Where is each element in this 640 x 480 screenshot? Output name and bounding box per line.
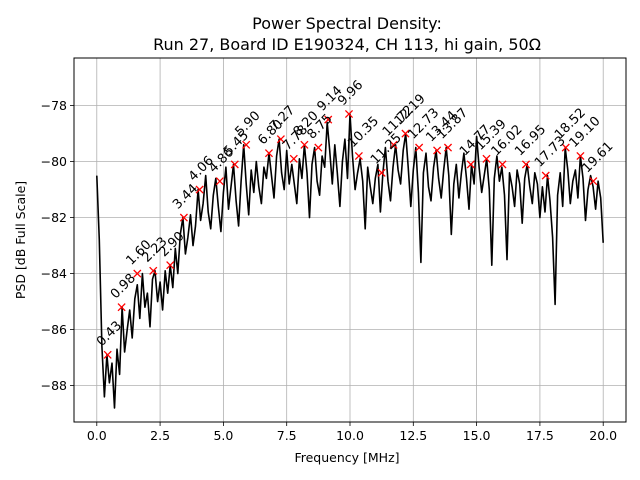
x-tick-label: 5.0 xyxy=(213,428,233,443)
peak-label: 0.98 xyxy=(108,271,139,302)
y-axis-ticks: −88 −86 −84 −82 −80 −78 xyxy=(41,98,74,393)
peak-marker xyxy=(401,129,410,138)
peak-marker xyxy=(314,143,323,152)
peak-markers xyxy=(103,109,598,359)
x-tick-label: 20.0 xyxy=(589,428,617,443)
peak-marker xyxy=(561,143,570,152)
peak-marker xyxy=(521,160,531,169)
peak-marker xyxy=(433,146,442,155)
peak-marker xyxy=(377,168,386,177)
peak-marker xyxy=(466,160,475,169)
chart-title: Power Spectral Density: xyxy=(252,14,442,33)
peak-marker xyxy=(179,213,188,222)
peak-marker xyxy=(576,151,585,161)
peak-marker xyxy=(117,303,126,312)
peak-label: 19.61 xyxy=(580,139,617,176)
peak-marker xyxy=(300,140,309,149)
peak-marker xyxy=(166,261,175,270)
y-tick-label: −84 xyxy=(41,266,67,281)
peak-marker xyxy=(289,154,298,163)
peak-marker xyxy=(482,154,491,163)
psd-series xyxy=(96,113,604,409)
x-axis-ticks: 0.0 2.5 5.0 7.5 10.0 12.5 15.0 17.5 20.0 xyxy=(87,422,617,443)
peak-marker xyxy=(344,109,354,119)
peak-marker xyxy=(354,151,363,161)
peak-marker xyxy=(589,177,598,186)
peak-label: 2.90 xyxy=(156,229,187,260)
y-tick-label: −88 xyxy=(41,378,67,393)
y-axis-label: PSD [dB Full Scale] xyxy=(13,181,28,299)
peak-marker xyxy=(215,177,224,186)
peak-marker xyxy=(443,143,453,152)
peak-marker xyxy=(242,140,251,149)
peak-labels: 0.430.981.602.232.903.444.064.865.455.90… xyxy=(94,78,617,350)
x-tick-label: 15.0 xyxy=(463,428,491,443)
x-tick-label: 17.5 xyxy=(526,428,554,443)
chart-subtitle: Run 27, Board ID E190324, CH 113, hi gai… xyxy=(153,35,541,54)
x-tick-label: 0.0 xyxy=(87,428,107,443)
peak-marker xyxy=(276,135,285,144)
peak-marker xyxy=(324,115,333,124)
peak-marker xyxy=(195,185,204,194)
peak-marker xyxy=(498,160,507,169)
y-tick-label: −80 xyxy=(41,154,67,169)
peak-marker xyxy=(103,350,112,359)
x-tick-label: 7.5 xyxy=(277,428,297,443)
x-tick-label: 2.5 xyxy=(150,428,170,443)
peak-marker xyxy=(541,171,550,180)
y-tick-label: −86 xyxy=(41,322,67,337)
peak-marker xyxy=(264,149,274,158)
peak-marker xyxy=(389,140,398,149)
peak-marker xyxy=(415,143,424,152)
y-tick-label: −82 xyxy=(41,210,67,225)
peak-marker xyxy=(149,266,158,275)
psd-line xyxy=(96,113,604,409)
peak-marker xyxy=(133,269,142,278)
peak-label: 9.96 xyxy=(335,78,366,109)
peak-marker xyxy=(230,160,239,169)
x-axis-label: Frequency [MHz] xyxy=(294,450,399,465)
x-tick-label: 10.0 xyxy=(336,428,364,443)
y-tick-label: −78 xyxy=(41,98,67,113)
x-tick-label: 12.5 xyxy=(399,428,427,443)
